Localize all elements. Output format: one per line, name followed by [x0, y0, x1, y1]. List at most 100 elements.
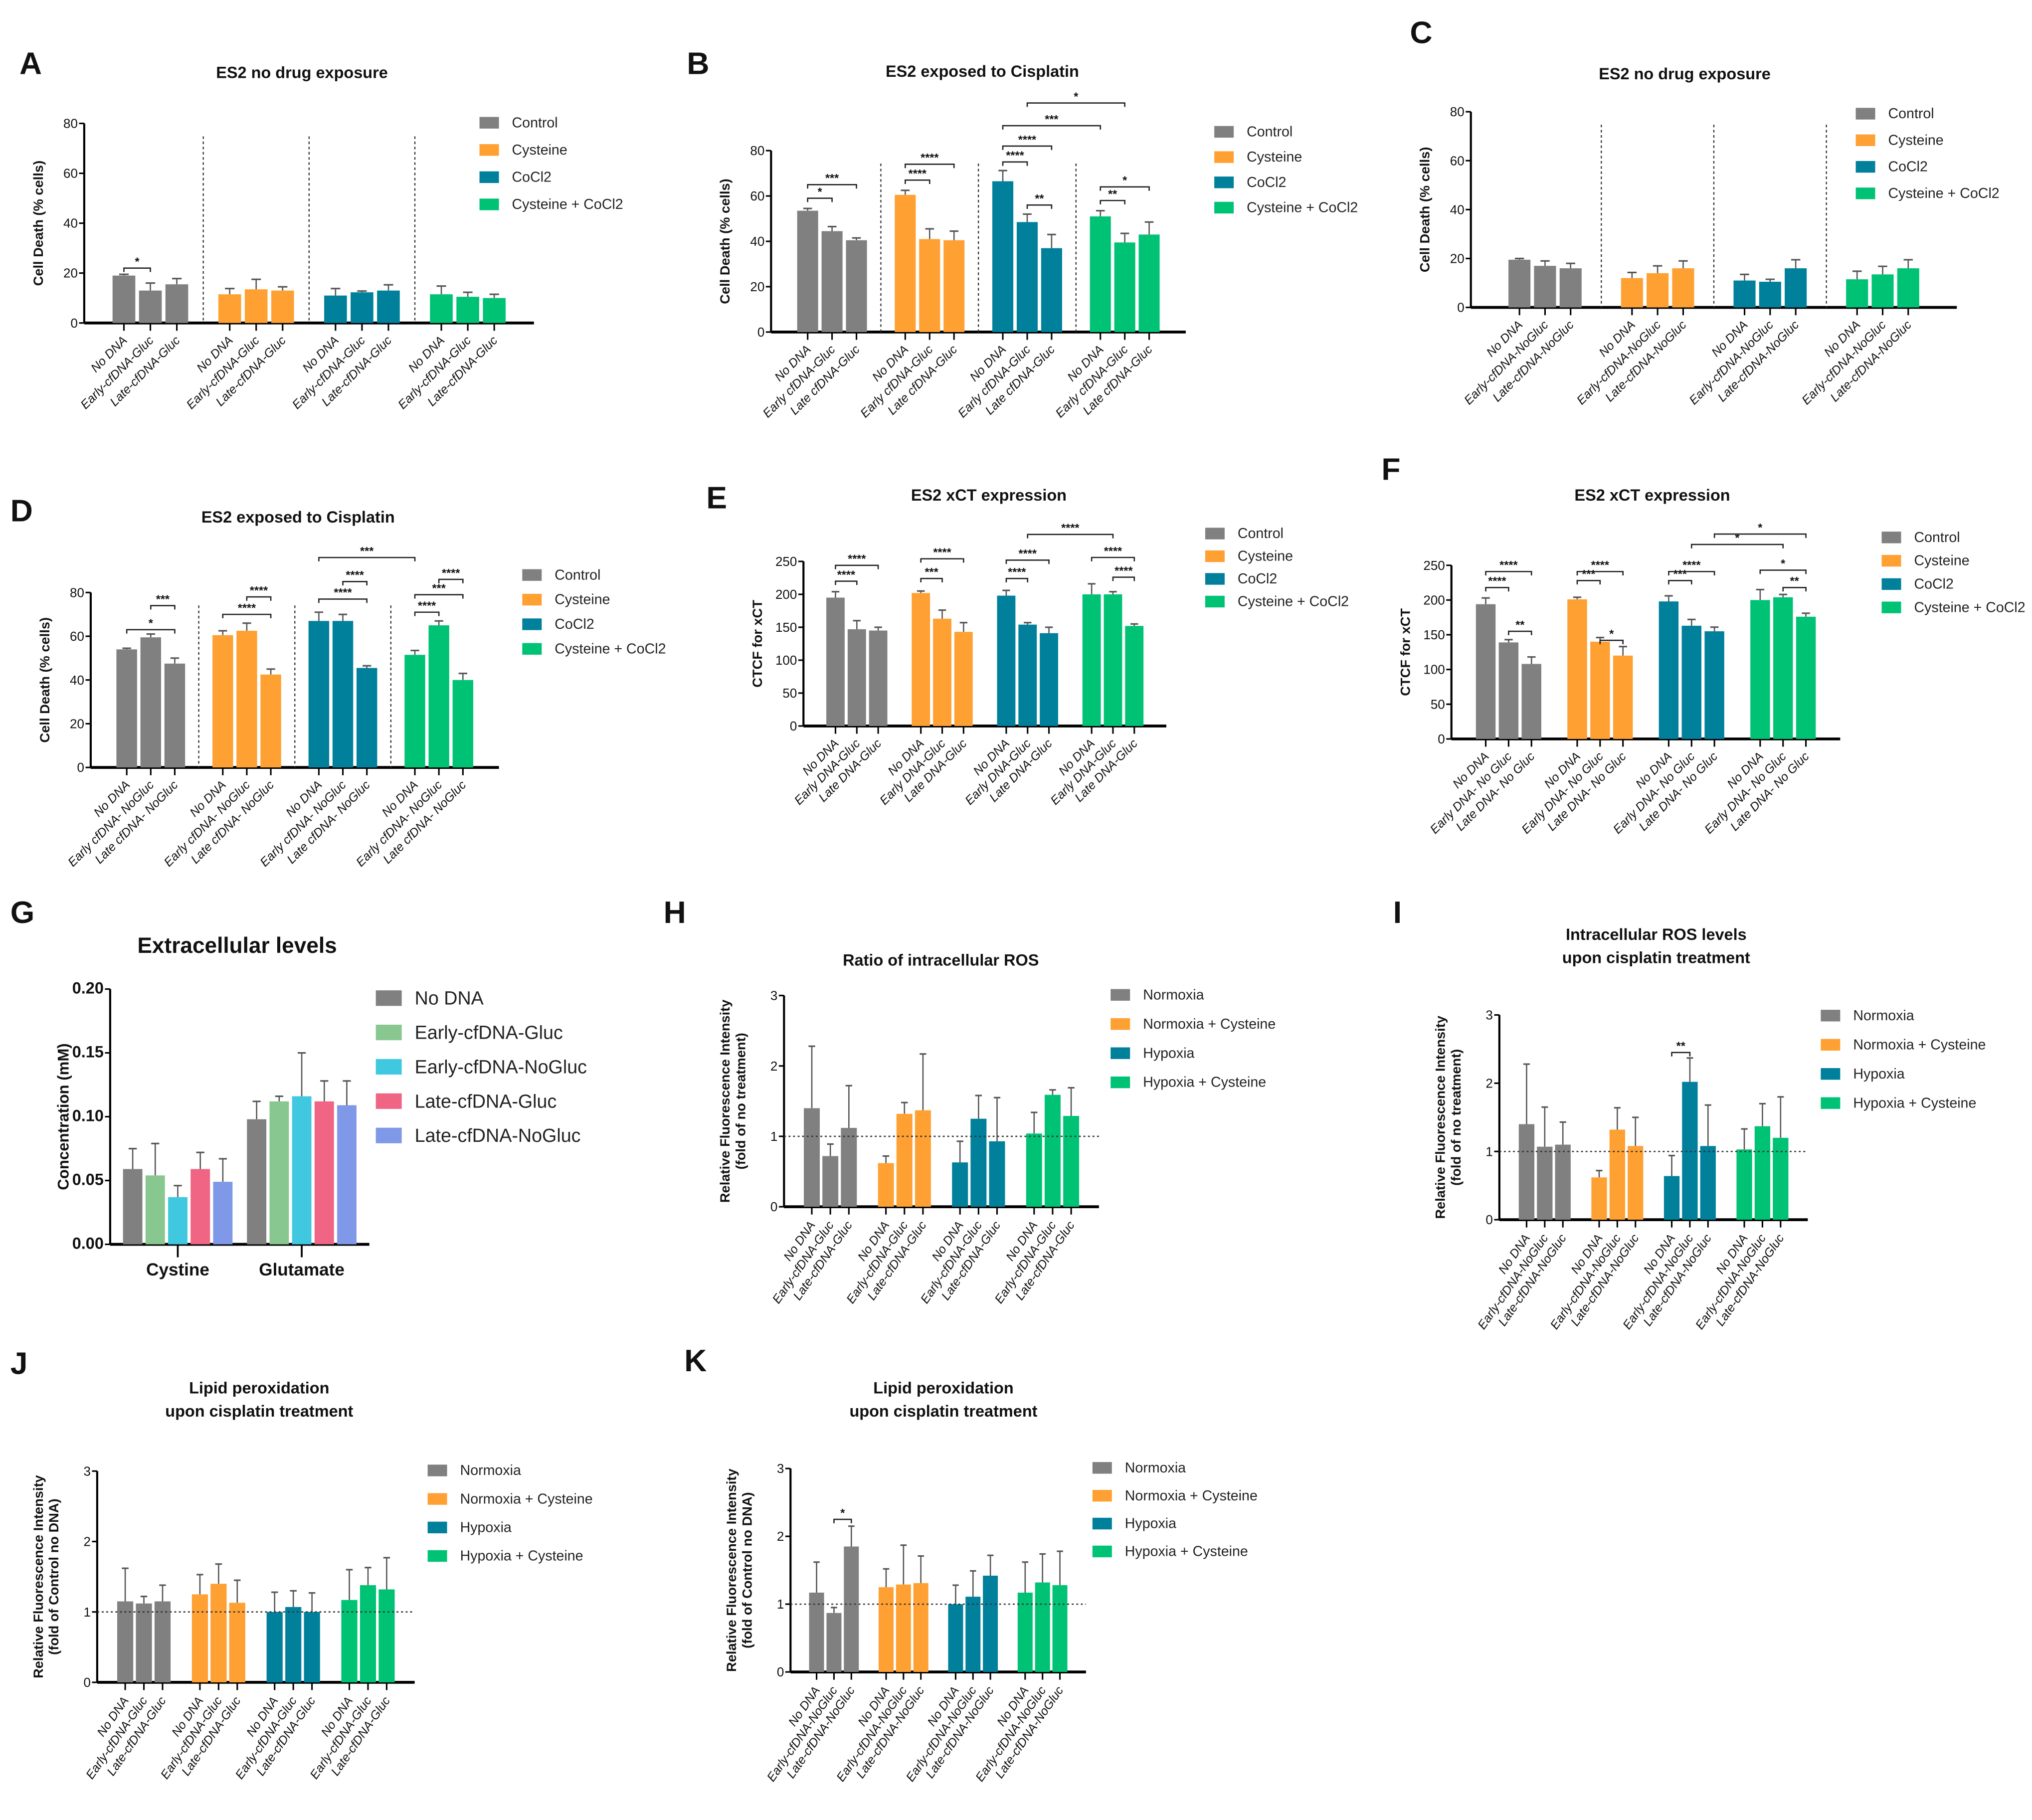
legend-swatch [522, 569, 542, 581]
bar [1041, 248, 1062, 332]
significance-label: *** [924, 565, 938, 578]
category-label: Glutamate [259, 1260, 345, 1279]
legend-swatch [479, 198, 499, 210]
bar [164, 663, 185, 768]
legend-label: Cysteine + CoCl2 [554, 641, 666, 657]
bar [1521, 664, 1541, 739]
legend: Control Cysteine CoCl2 Cysteine + CoCl2 [479, 115, 623, 212]
legend-item: Hypoxia + Cysteine [1110, 1075, 1266, 1091]
y-axis-label: Relative Fluorescence Intensity [30, 1474, 46, 1678]
y-tick-label: 80 [63, 116, 78, 131]
chart-title: ES2 xCT expression [1574, 486, 1730, 504]
significance-bracket [1668, 580, 1692, 585]
legend-swatch [1855, 187, 1875, 199]
bar [826, 597, 845, 726]
chart-title: ES2 exposed to Cisplatin [201, 508, 395, 526]
significance-label: **** [933, 546, 951, 558]
legend-label: Control [1238, 526, 1284, 542]
legend-label: Cysteine [554, 592, 610, 608]
legend-label: Cysteine + CoCl2 [1247, 200, 1358, 216]
legend-item: Hypoxia + Cysteine [1092, 1544, 1248, 1560]
legend-item: No DNA [375, 988, 484, 1009]
significance-bracket [905, 179, 930, 184]
y-tick-label: 0 [1438, 731, 1445, 746]
bar [337, 1105, 357, 1245]
y-tick-label: 100 [775, 653, 797, 668]
bar [430, 294, 453, 323]
significance-bracket [1576, 580, 1601, 585]
legend-label: Hypoxia [1125, 1516, 1176, 1532]
legend-item: Normoxia [1110, 987, 1204, 1003]
bar [952, 1162, 968, 1207]
legend-swatch [1821, 1010, 1841, 1022]
bar [844, 1546, 859, 1672]
panel-letter: G [10, 896, 35, 930]
bar [428, 625, 449, 768]
significance-bracket [123, 267, 151, 272]
y-axis-label: Cell Death (% cells) [37, 617, 52, 743]
panel-letter: B [687, 47, 709, 81]
legend-label: Early-cfDNA-NoGluc [415, 1056, 587, 1077]
y-axis-label: Relative Fluorescence Intensity [724, 1468, 739, 1671]
bar [1628, 1146, 1644, 1220]
significance-bracket [438, 578, 464, 583]
significance-bracket [920, 558, 964, 563]
legend-item: Late-cfDNA-NoGluc [375, 1125, 581, 1146]
y-tick-label: 0.05 [72, 1171, 104, 1189]
significance-bracket [1100, 199, 1125, 204]
significance-label: *** [825, 172, 839, 184]
chart-title: upon cisplatin treatment [1562, 949, 1750, 967]
legend-label: Cysteine + CoCl2 [1238, 594, 1349, 610]
significance-label: **** [334, 586, 352, 599]
legend: Control Cysteine CoCl2 Cysteine + CoCl2 [1855, 106, 2000, 201]
significance-bracket [1713, 533, 1807, 538]
bar [1026, 1133, 1042, 1207]
legend-label: CoCl2 [1238, 571, 1277, 587]
bar [244, 289, 268, 323]
bar [341, 1600, 358, 1682]
legend: Control Cysteine CoCl2 Cysteine + CoCl2 [522, 567, 666, 657]
bar [452, 680, 474, 768]
legend-label: CoCl2 [512, 169, 552, 185]
bar [1104, 594, 1122, 726]
bar [456, 297, 479, 323]
legend-item: Control [1205, 526, 1284, 542]
legend-item: CoCl2 [1881, 576, 1954, 592]
bar [271, 290, 294, 323]
bar [1534, 266, 1556, 308]
y-tick-label: 40 [1450, 202, 1465, 217]
legend-label: Cysteine [1238, 548, 1293, 564]
bar [992, 181, 1014, 332]
bar [360, 1585, 376, 1682]
significance-label: **** [418, 599, 436, 612]
bar [266, 1612, 283, 1682]
significance-bracket [1690, 544, 1784, 548]
significance-label: * [1122, 174, 1127, 187]
legend-swatch [1205, 595, 1225, 608]
significance-bracket [414, 594, 464, 599]
bar [332, 621, 354, 768]
bar [822, 1156, 839, 1207]
y-tick-label: 80 [70, 585, 84, 600]
y-tick-label: 40 [63, 216, 78, 231]
y-tick-label: 250 [775, 554, 797, 569]
legend: Normoxia Normoxia + Cysteine Hypoxia Hypoxi… [1110, 987, 1276, 1091]
bar [1750, 600, 1770, 739]
y-tick-label: 3 [83, 1463, 90, 1478]
chart-title: Extracellular levels [137, 933, 337, 958]
legend: Control Cysteine CoCl2 Cysteine + CoCl2 [1205, 526, 1349, 610]
legend-swatch [1110, 1076, 1130, 1089]
legend-swatch [1214, 151, 1234, 163]
bar [136, 1603, 152, 1682]
significance-label: **** [909, 167, 927, 180]
legend-label: Early-cfDNA-Gluc [415, 1022, 563, 1043]
significance-label: ** [1515, 618, 1525, 631]
bar [1016, 222, 1038, 332]
significance-bracket [1027, 534, 1114, 539]
significance-bracket [807, 197, 833, 202]
legend-label: Control [1888, 106, 1934, 122]
y-tick-label: 0 [77, 760, 84, 775]
chart-title: upon cisplatin treatment [165, 1402, 353, 1420]
bar [1476, 604, 1496, 739]
bar [165, 284, 188, 323]
